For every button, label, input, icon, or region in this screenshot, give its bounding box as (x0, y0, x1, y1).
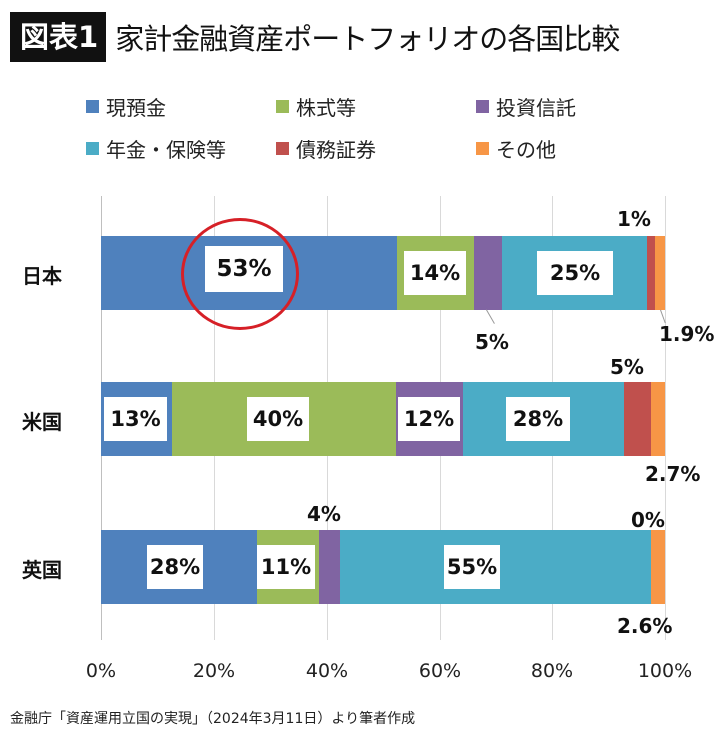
x-tick: 0% (85, 660, 117, 682)
x-tick: 40% (305, 660, 349, 682)
figure-badge: 図表1 (10, 12, 107, 62)
bar-uk: 28% 11% 55% (101, 530, 665, 604)
category-label-japan: 日本 (22, 264, 62, 288)
legend-swatch-funds (476, 100, 489, 113)
legend-label: 債務証券 (296, 138, 376, 162)
legend-item-stocks: 株式等 (276, 92, 356, 121)
data-label: 28% (147, 545, 203, 589)
gridline-100 (665, 196, 666, 640)
legend-label: 株式等 (296, 96, 356, 120)
legend-item-pension: 年金・保険等 (86, 134, 226, 163)
segment-other (655, 236, 665, 310)
data-label: 55% (444, 545, 500, 589)
legend-label: 年金・保険等 (106, 138, 226, 162)
legend-label: 現預金 (106, 96, 166, 120)
page-title: 家計金融資産ポートフォリオの各国比較 (115, 22, 620, 56)
x-tick: 20% (192, 660, 236, 682)
data-label: 14% (404, 251, 466, 295)
data-label: 4% (307, 502, 341, 526)
data-label: 5% (475, 330, 509, 354)
data-label: 0% (631, 508, 665, 532)
data-label: 12% (398, 397, 460, 441)
legend-swatch-stocks (276, 100, 289, 113)
data-label: 11% (257, 545, 315, 589)
data-label: 2.7% (645, 462, 701, 486)
segment-funds (319, 530, 340, 604)
data-label: 13% (104, 397, 167, 441)
category-label-us: 米国 (22, 410, 62, 434)
segment-other (651, 382, 665, 456)
bar-us: 13% 40% 12% 28% (101, 382, 665, 456)
x-tick: 80% (530, 660, 574, 682)
leader-line (486, 309, 495, 324)
legend-label: 投資信託 (496, 96, 576, 120)
legend-item-funds: 投資信託 (476, 92, 576, 121)
legend-swatch-pension (86, 142, 99, 155)
data-label: 1% (617, 207, 651, 231)
legend-swatch-bonds (276, 142, 289, 155)
data-label: 25% (537, 251, 613, 295)
legend-item-other: その他 (476, 134, 556, 163)
segment-bonds (624, 382, 651, 456)
source-note: 金融庁「資産運用立国の実現」（2024年3月11日）より筆者作成 (10, 711, 416, 727)
data-label: 5% (610, 355, 644, 379)
bar-japan: 53% 14% 25% (101, 236, 665, 310)
chart-title: 図表1 家計金融資産ポートフォリオの各国比較 (10, 12, 620, 62)
category-label-uk: 英国 (22, 558, 62, 582)
segment-other (651, 530, 665, 604)
data-label: 1.9% (659, 322, 715, 346)
data-label: 40% (247, 397, 309, 441)
x-tick: 100% (637, 660, 693, 682)
legend-swatch-cash (86, 100, 99, 113)
segment-bonds (647, 236, 655, 310)
highlight-circle (181, 218, 299, 330)
data-label: 2.6% (617, 614, 673, 638)
legend-item-bonds: 債務証券 (276, 134, 376, 163)
legend-item-cash: 現預金 (86, 92, 166, 121)
legend-label: その他 (496, 138, 556, 162)
legend-swatch-other (476, 142, 489, 155)
x-tick: 60% (418, 660, 462, 682)
data-label: 28% (506, 397, 570, 441)
segment-funds (474, 236, 502, 310)
